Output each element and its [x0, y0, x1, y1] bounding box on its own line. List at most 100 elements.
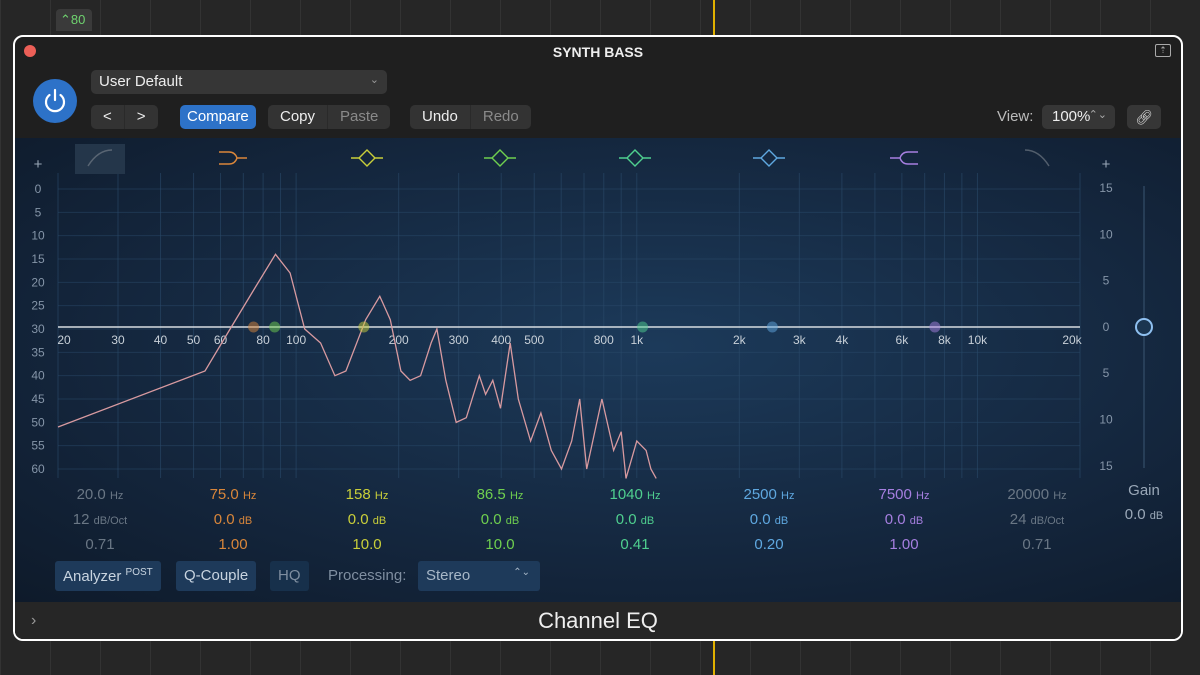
freq-label: 3k: [793, 333, 807, 347]
view-zoom-select[interactable]: 100% ⌃⌄: [1042, 105, 1115, 129]
band-node[interactable]: [766, 321, 778, 333]
band-frequency[interactable]: 75.0 Hz: [209, 486, 257, 503]
left-scale-label: 20: [31, 275, 45, 289]
preset-nav: < >: [91, 105, 158, 129]
freq-label: 200: [389, 333, 409, 347]
band-low-cut-icon[interactable]: [87, 149, 113, 167]
band-q[interactable]: 0.20: [754, 536, 784, 553]
preset-dropdown[interactable]: User Default ⌄: [91, 70, 387, 94]
band-q[interactable]: 0.41: [620, 536, 650, 553]
add-right-icon: +: [1102, 156, 1111, 173]
analyzer-button[interactable]: Analyzer POST: [55, 561, 161, 591]
band-params: 20.0 Hz 12 dB/Oct 0.71: [45, 483, 155, 557]
band-params: 1040 Hz 0.0 dB 0.41: [580, 483, 690, 557]
band-high-shelf-icon[interactable]: [890, 151, 918, 165]
power-button[interactable]: [33, 79, 77, 123]
band-gain[interactable]: 0.0 dB: [884, 511, 924, 528]
band-bell-icon[interactable]: [484, 149, 516, 167]
hq-button[interactable]: HQ: [270, 561, 309, 591]
band-frequency[interactable]: 1040 Hz: [609, 486, 661, 503]
band-frequency[interactable]: 7500 Hz: [878, 486, 930, 503]
band-q[interactable]: 1.00: [889, 536, 919, 553]
left-scale-label: 50: [31, 415, 45, 429]
band-gain[interactable]: 12 dB/Oct: [72, 511, 128, 528]
processing-select[interactable]: Stereo ⌃⌄: [418, 561, 540, 591]
freq-label: 20: [57, 333, 71, 347]
gain-label: Gain: [1128, 482, 1160, 499]
band-node[interactable]: [637, 321, 649, 333]
previous-preset-button[interactable]: <: [91, 105, 125, 129]
band-params: 20000 Hz 24 dB/Oct 0.71: [982, 483, 1092, 557]
band-params: 158 Hz 0.0 dB 10.0: [312, 483, 422, 557]
redo-button[interactable]: Redo: [482, 108, 519, 125]
freq-label: 800: [594, 333, 614, 347]
next-preset-button[interactable]: >: [136, 108, 146, 125]
chevron-down-icon: ⌄: [369, 74, 379, 86]
freq-label: 1k: [630, 333, 644, 347]
band-gain[interactable]: 0.0 dB: [480, 511, 520, 528]
gain-slider-handle[interactable]: [1135, 318, 1153, 336]
compare-button[interactable]: Compare: [180, 105, 256, 129]
close-button[interactable]: [24, 45, 36, 57]
band-gain[interactable]: 0.0 dB: [749, 511, 789, 528]
right-scale-label: 10: [1099, 227, 1113, 241]
stepper-icon: ⌃⌄: [513, 567, 530, 578]
band-q[interactable]: 0.71: [85, 536, 115, 553]
gain-value[interactable]: 0.0 dB: [1124, 506, 1164, 523]
right-scale-label: 0: [1103, 320, 1110, 334]
left-scale-label: 30: [31, 322, 45, 336]
window-mode-icon[interactable]: ⇡: [1155, 44, 1171, 57]
band-frequency[interactable]: 86.5 Hz: [476, 486, 524, 503]
left-scale-label: 15: [31, 252, 45, 266]
band-node[interactable]: [929, 321, 941, 333]
band-gain[interactable]: 0.0 dB: [615, 511, 655, 528]
band-q[interactable]: 1.00: [218, 536, 248, 553]
left-scale-label: 0: [35, 182, 42, 196]
left-scale-label: 60: [31, 462, 45, 476]
band-low-shelf-icon[interactable]: [219, 151, 247, 165]
band-node[interactable]: [269, 321, 281, 333]
freq-label: 4k: [836, 333, 850, 347]
band-frequency[interactable]: 158 Hz: [345, 486, 389, 503]
q-couple-button[interactable]: Q-Couple: [176, 561, 257, 591]
band-node[interactable]: [248, 321, 260, 333]
band-high-cut-icon[interactable]: [1024, 149, 1050, 167]
copy-button[interactable]: Copy: [268, 105, 329, 129]
freq-label: 60: [214, 333, 228, 347]
copy-paste-group: Copy Paste: [268, 105, 391, 129]
band-params: 86.5 Hz 0.0 dB 10.0: [445, 483, 555, 557]
expand-chevron-icon[interactable]: ›: [31, 612, 37, 629]
eq-display[interactable]: + +0 5 10 15 20 25 30 35 40 45 50 55 60 15 10 5 0 5 10 15 20 3…: [15, 138, 1181, 602]
band-frequency[interactable]: 20.0 Hz: [76, 486, 124, 503]
band-gain[interactable]: 0.0 dB: [347, 511, 387, 528]
freq-label: 20k: [1062, 333, 1082, 347]
freq-label: 6k: [896, 333, 910, 347]
band-bell-icon[interactable]: [753, 149, 785, 167]
plugin-window: SYNTH BASS ⇡ User Default ⌄ < > Compare C…: [13, 35, 1183, 641]
link-icon: 🔗︎: [1135, 109, 1153, 125]
freq-label: 30: [111, 333, 125, 347]
undo-button[interactable]: Undo: [410, 105, 471, 129]
right-scale-label: 15: [1099, 181, 1113, 195]
paste-button[interactable]: Paste: [340, 108, 379, 125]
right-scale-label: 5: [1103, 366, 1110, 380]
band-q[interactable]: 10.0: [485, 536, 515, 553]
freq-label: 10k: [968, 333, 988, 347]
band-node[interactable]: [358, 321, 370, 333]
power-icon: [44, 88, 66, 113]
freq-label: 400: [491, 333, 511, 347]
band-gain[interactable]: 24 dB/Oct: [1009, 511, 1065, 528]
band-gain[interactable]: 0.0 dB: [213, 511, 253, 528]
band-q[interactable]: 0.71: [1022, 536, 1052, 553]
link-button[interactable]: 🔗︎: [1127, 105, 1161, 129]
band-bell-icon[interactable]: [351, 149, 383, 167]
view-label: View:: [997, 108, 1034, 125]
add-left-icon: +: [34, 156, 43, 173]
band-q[interactable]: 10.0: [352, 536, 382, 553]
band-bell-icon[interactable]: [619, 149, 651, 167]
freq-label: 2k: [733, 333, 747, 347]
band-frequency[interactable]: 20000 Hz: [1007, 486, 1067, 503]
band-frequency[interactable]: 2500 Hz: [743, 486, 795, 503]
track-value-tag[interactable]: ⌃80: [56, 9, 92, 31]
